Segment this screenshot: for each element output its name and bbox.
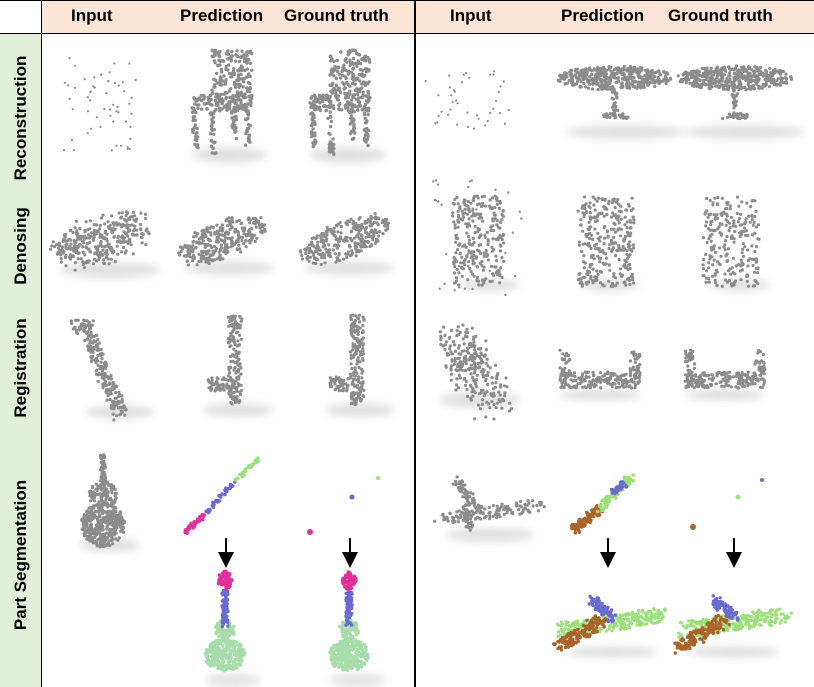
header-ground-truth-right: Ground truth <box>668 6 773 25</box>
corner-cell <box>0 0 42 34</box>
column-divider-left <box>41 0 42 687</box>
arrow-layer <box>218 538 742 568</box>
header-ground-truth-left: Ground truth <box>284 6 389 25</box>
column-divider-middle <box>414 0 416 687</box>
header-input-left: Input <box>71 6 113 25</box>
header-prediction-right: Prediction <box>561 6 645 25</box>
point-cloud-layer <box>48 48 794 673</box>
header-prediction-left: Prediction <box>180 6 264 25</box>
shadow-layer <box>60 125 805 686</box>
header-input-right: Input <box>450 6 492 25</box>
row-label-sidebar <box>0 34 42 687</box>
header-bar <box>42 0 814 34</box>
